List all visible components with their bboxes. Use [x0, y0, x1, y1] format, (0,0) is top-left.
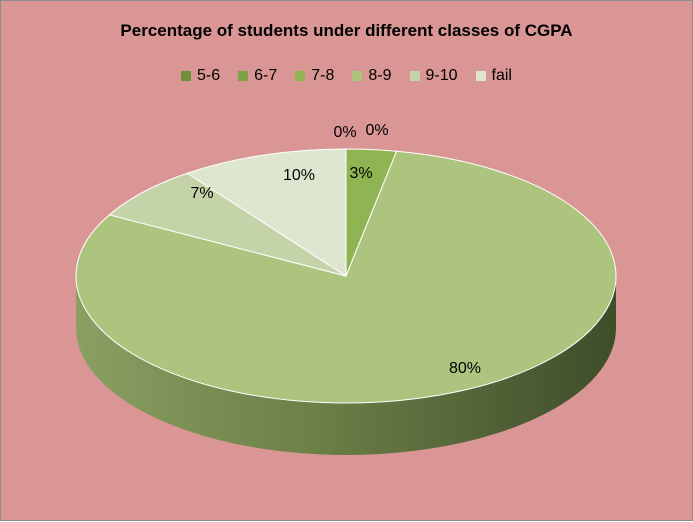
legend-label: 5-6 [197, 67, 221, 84]
legend-swatch [238, 71, 249, 81]
legend: 5-6 6-7 7-8 8-9 9-10 fail [1, 67, 692, 85]
legend-swatch [181, 71, 191, 81]
legend-item-9-10: 9-10 [409, 67, 458, 85]
pie-label-7-8: 3% [349, 165, 372, 182]
pie-label-5-6: 0% [333, 124, 356, 141]
pie-side-8-9 [76, 276, 616, 455]
legend-swatch [352, 71, 363, 81]
pie-label-fail: 10% [283, 167, 315, 184]
legend-swatch [295, 71, 306, 81]
legend-label: 8-9 [368, 67, 392, 84]
legend-swatch [409, 71, 420, 81]
pie-label-9-10: 7% [190, 185, 213, 202]
pie-label-6-7: 0% [365, 122, 388, 139]
chart-title: Percentage of students under different c… [120, 21, 573, 40]
legend-item-fail: fail [475, 67, 512, 85]
legend-item-7-8: 7-8 [295, 67, 334, 85]
legend-item-8-9: 8-9 [352, 67, 392, 85]
legend-label: 7-8 [311, 67, 335, 84]
pie-label-8-9: 80% [449, 360, 481, 377]
legend-label: 6-7 [254, 67, 278, 84]
legend-item-5-6: 5-6 [181, 67, 220, 85]
legend-label: fail [491, 67, 512, 84]
pie-slice-fail [186, 148, 347, 277]
legend-item-6-7: 6-7 [238, 67, 277, 85]
pie-slice-8-9 [75, 150, 617, 404]
legend-swatch [475, 71, 486, 81]
pie-slice-9-10 [108, 172, 347, 277]
legend-label: 9-10 [425, 67, 458, 84]
